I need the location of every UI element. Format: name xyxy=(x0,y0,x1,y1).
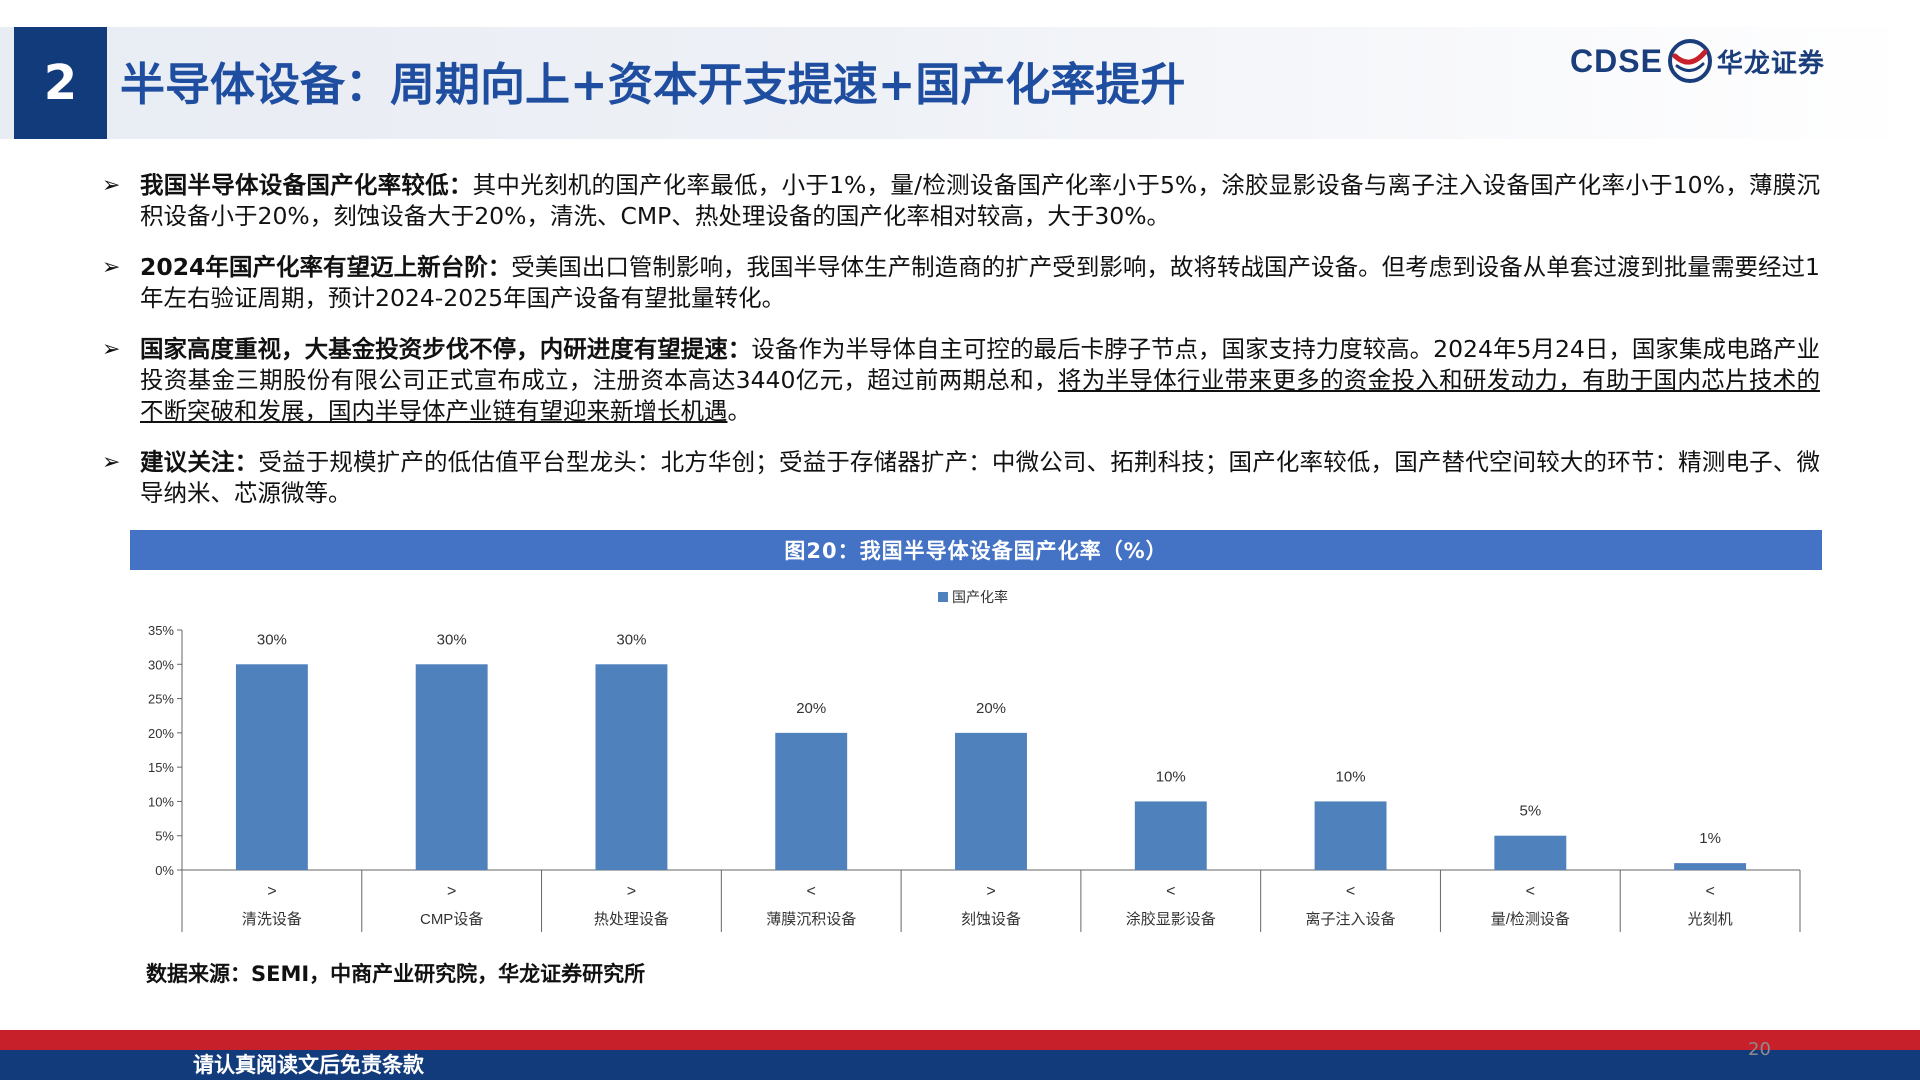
arrow-bullet-icon: ➢ xyxy=(102,337,121,362)
chart-title: 图20：我国半导体设备国产化率（%） xyxy=(130,530,1822,570)
bar xyxy=(1494,835,1567,870)
dragon-logo-icon xyxy=(1667,39,1712,83)
bullet-lead: 国家高度重视，大基金投资步伐不停，内研进度有望提速： xyxy=(140,335,752,363)
bullet-list: ➢ 我国半导体设备国产化率较低：其中光刻机的国产化率最低，小于1%，量/检测设备… xyxy=(100,170,1820,529)
disclaimer-text: 请认真阅读文后免责条款 xyxy=(193,1053,424,1077)
y-tick-label: 25% xyxy=(148,692,174,707)
x-tick-label: 离子注入设备 xyxy=(1306,911,1396,928)
arrow-bullet-icon: ➢ xyxy=(102,173,121,198)
x-tick-label: 刻蚀设备 xyxy=(961,911,1021,928)
legend-swatch xyxy=(938,592,948,602)
y-tick-label: 20% xyxy=(148,726,174,741)
x-comparator-label: < xyxy=(807,883,816,900)
bar xyxy=(955,732,1027,870)
y-tick-label: 35% xyxy=(148,623,174,638)
arrow-bullet-icon: ➢ xyxy=(102,450,121,475)
bar xyxy=(1674,863,1747,870)
bar xyxy=(775,732,848,870)
bar xyxy=(1134,801,1207,870)
x-comparator-label: < xyxy=(1526,883,1535,900)
bullet-lead: 建议关注： xyxy=(140,448,259,476)
data-label: 5% xyxy=(1519,803,1541,820)
logo-cn-text: 华龙证券 xyxy=(1716,48,1825,79)
y-tick-label: 30% xyxy=(148,657,174,672)
x-tick-label: 量/检测设备 xyxy=(1491,911,1570,928)
data-label: 30% xyxy=(257,631,287,648)
y-tick-label: 15% xyxy=(148,760,174,775)
bullet-text: 设备作为半导体自主可控的最后卡脖子节点，国家支持力度较高。2024年5月24日，… xyxy=(140,335,1820,394)
bar xyxy=(235,664,308,870)
legend-label: 国产化率 xyxy=(952,589,1008,605)
page-title: 半导体设备：周期向上+资本开支提速+国产化率提升 xyxy=(120,58,1186,111)
x-tick-label: 清洗设备 xyxy=(242,911,302,928)
bullet-item: ➢ 国家高度重视，大基金投资步伐不停，内研进度有望提速：设备作为半导体自主可控的… xyxy=(100,334,1820,427)
bar-chart: 国产化率 0% 5% 10% 15% 20% 25% 30% 35% 30% > 清洗设备 30% > CM… xyxy=(148,589,1801,932)
bullet-text: 受美国出口管制影响，我国半导体生产制造商的扩产受到影响，故将转战国产设备。但考虑… xyxy=(140,253,1821,312)
bullet-underlined-text: 将为半导体行业带来更多的资金投入和研发动力，有助于国内芯片技术的不断突破和发展，… xyxy=(140,366,1821,425)
header-band xyxy=(0,27,1920,139)
bullet-item: ➢ 建议关注：受益于规模扩产的低估值平台型龙头：北方华创；受益于存储器扩产：中微… xyxy=(100,447,1820,509)
footer-red-stripe xyxy=(0,1030,1920,1050)
x-comparator-label: > xyxy=(447,883,456,900)
x-comparator-label: > xyxy=(267,883,276,900)
data-label: 30% xyxy=(437,631,467,648)
x-comparator-label: < xyxy=(1346,883,1355,900)
x-comparator-label: < xyxy=(1166,883,1175,900)
bullet-tail: 。 xyxy=(727,397,752,425)
x-tick-label: 薄膜沉积设备 xyxy=(766,911,856,928)
x-comparator-label: > xyxy=(627,883,636,900)
data-source: 数据来源：SEMI，中商产业研究院，华龙证券研究所 xyxy=(146,962,646,986)
chart-area: 国产化率 0% 5% 10% 15% 20% 25% 30% 35% 30% > 清洗设备 30% > CM… xyxy=(130,570,1822,945)
x-comparator-label: < xyxy=(1705,883,1714,900)
bar xyxy=(595,664,668,870)
bullet-item: ➢ 2024年国产化率有望迈上新台阶：受美国出口管制影响，我国半导体生产制造商的… xyxy=(100,252,1820,314)
data-label: 20% xyxy=(796,700,826,717)
bar xyxy=(415,664,488,870)
page-number: 20 xyxy=(1748,1039,1771,1060)
bar xyxy=(1314,801,1387,870)
company-logo: CDSE 华龙证券 xyxy=(1570,38,1825,84)
y-tick-label: 5% xyxy=(155,829,174,844)
bullet-text: 受益于规模扩产的低估值平台型龙头：北方华创；受益于存储器扩产：中微公司、拓荆科技… xyxy=(140,448,1821,507)
data-label: 10% xyxy=(1156,768,1186,785)
logo-latin-text: CDSE xyxy=(1570,42,1663,79)
data-label: 30% xyxy=(616,631,646,648)
x-tick-label: 热处理设备 xyxy=(594,911,669,928)
x-tick-label: CMP设备 xyxy=(420,911,483,928)
x-comparator-label: > xyxy=(986,883,995,900)
bullet-lead: 2024年国产化率有望迈上新台阶： xyxy=(140,253,512,281)
bullet-item: ➢ 我国半导体设备国产化率较低：其中光刻机的国产化率最低，小于1%，量/检测设备… xyxy=(100,170,1820,232)
y-tick-label: 10% xyxy=(148,794,174,809)
x-tick-label: 涂胶显影设备 xyxy=(1126,911,1216,928)
bullet-lead: 我国半导体设备国产化率较低： xyxy=(140,171,473,199)
y-tick-label: 0% xyxy=(155,863,174,878)
data-label: 10% xyxy=(1336,768,1366,785)
arrow-bullet-icon: ➢ xyxy=(102,255,121,280)
bullet-text: 其中光刻机的国产化率最低，小于1%，量/检测设备国产化率小于5%，涂胶显影设备与… xyxy=(140,171,1821,230)
x-tick-label: 光刻机 xyxy=(1688,911,1733,928)
section-number: 2 xyxy=(14,27,107,139)
data-label: 1% xyxy=(1699,830,1721,847)
footer-blue-band xyxy=(0,1050,1920,1080)
data-label: 20% xyxy=(976,700,1006,717)
